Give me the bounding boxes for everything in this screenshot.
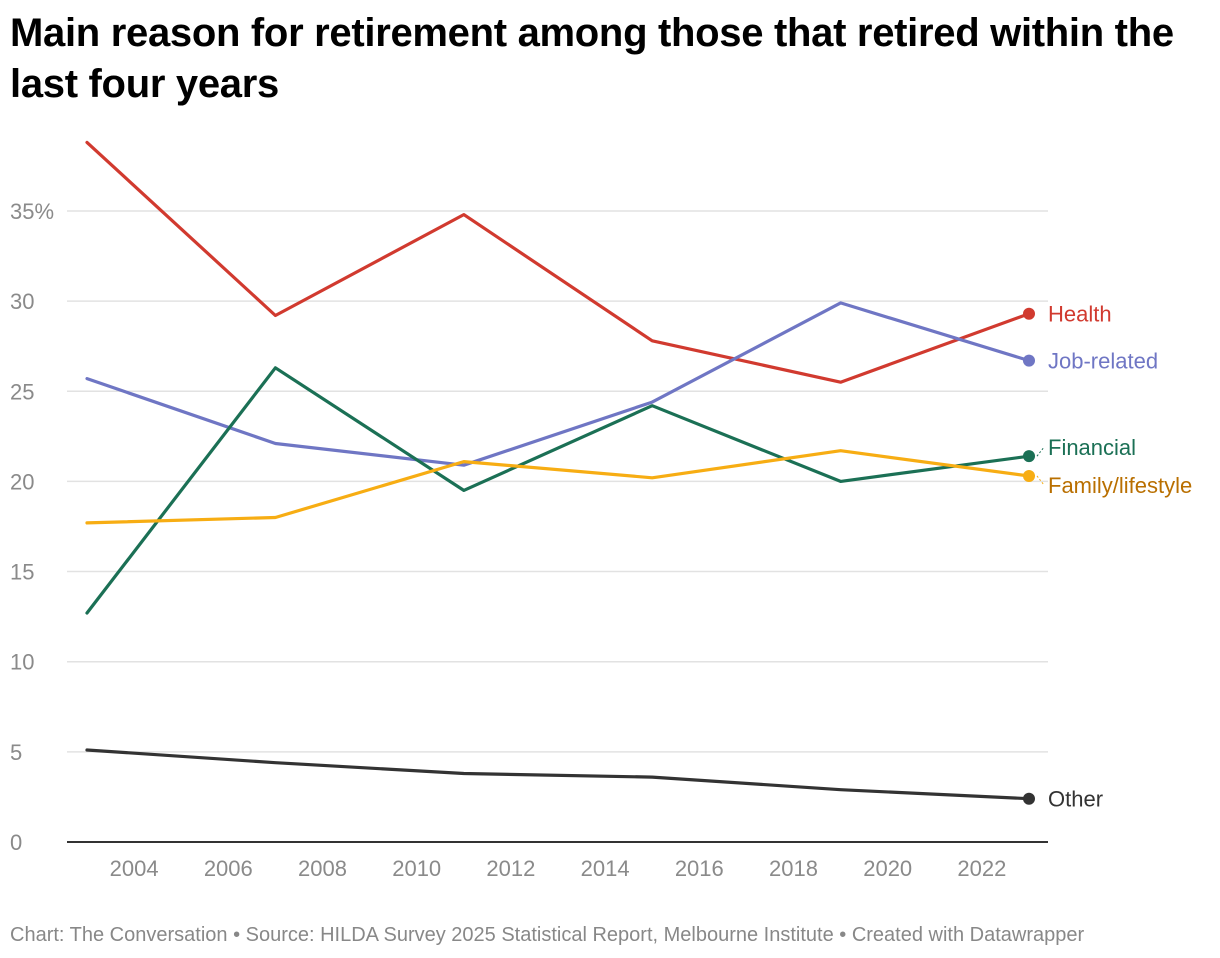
series-line-health xyxy=(85,140,1031,384)
series-end-marker-health xyxy=(1023,307,1035,320)
y-axis-tick-labels: 0 5 10 15 20 25 30 35% xyxy=(10,199,54,855)
series-end-marker-other xyxy=(1023,792,1035,805)
series-end-labels: Health Job-related Financial Family/lifesty… xyxy=(1036,302,1192,812)
y-tick-label: 25 xyxy=(10,379,34,404)
y-tick-label: 10 xyxy=(10,650,34,675)
series-label-leader-financial xyxy=(1036,446,1045,457)
x-tick-label: 2006 xyxy=(204,856,253,881)
x-tick-label: 2004 xyxy=(110,856,159,881)
x-tick-label: 2020 xyxy=(863,856,912,881)
series-label-leader-family-lifestyle xyxy=(1036,475,1045,486)
series-label-family-lifestyle: Family/lifestyle xyxy=(1048,473,1192,498)
series-end-marker-financial xyxy=(1023,450,1035,463)
x-tick-label: 2014 xyxy=(581,856,630,881)
x-tick-label: 2016 xyxy=(675,856,724,881)
series-label-health: Health xyxy=(1048,302,1112,327)
y-tick-label: 35% xyxy=(10,199,54,224)
chart-footer-credits: Chart: The Conversation • Source: HILDA … xyxy=(10,924,1085,946)
series-lines xyxy=(85,140,1035,805)
y-tick-label: 15 xyxy=(10,560,34,585)
series-line-financial xyxy=(85,366,1031,615)
y-tick-label: 0 xyxy=(10,830,22,855)
x-tick-label: 2012 xyxy=(486,856,535,881)
series-end-marker-family-lifestyle xyxy=(1023,469,1035,482)
chart-title: Main reason for retirement among those t… xyxy=(10,11,1174,106)
x-tick-label: 2008 xyxy=(298,856,347,881)
gridlines xyxy=(67,210,1048,843)
x-tick-label: 2018 xyxy=(769,856,818,881)
y-tick-label: 5 xyxy=(10,740,22,765)
series-label-financial: Financial xyxy=(1048,435,1136,460)
series-line-other xyxy=(85,748,1031,801)
series-line-family-lifestyle xyxy=(85,449,1031,525)
y-tick-label: 30 xyxy=(10,289,34,314)
series-label-job-related: Job-related xyxy=(1048,349,1158,374)
series-end-marker-job-related xyxy=(1023,354,1035,367)
series-label-other: Other xyxy=(1048,787,1103,812)
y-tick-label: 20 xyxy=(10,469,34,494)
x-tick-label: 2022 xyxy=(957,856,1006,881)
x-axis-tick-labels: 2004 2006 2008 2010 2012 2014 2016 2018 2020 2022 xyxy=(110,856,1007,881)
x-tick-label: 2010 xyxy=(392,856,441,881)
series-line-job-related xyxy=(85,301,1031,467)
